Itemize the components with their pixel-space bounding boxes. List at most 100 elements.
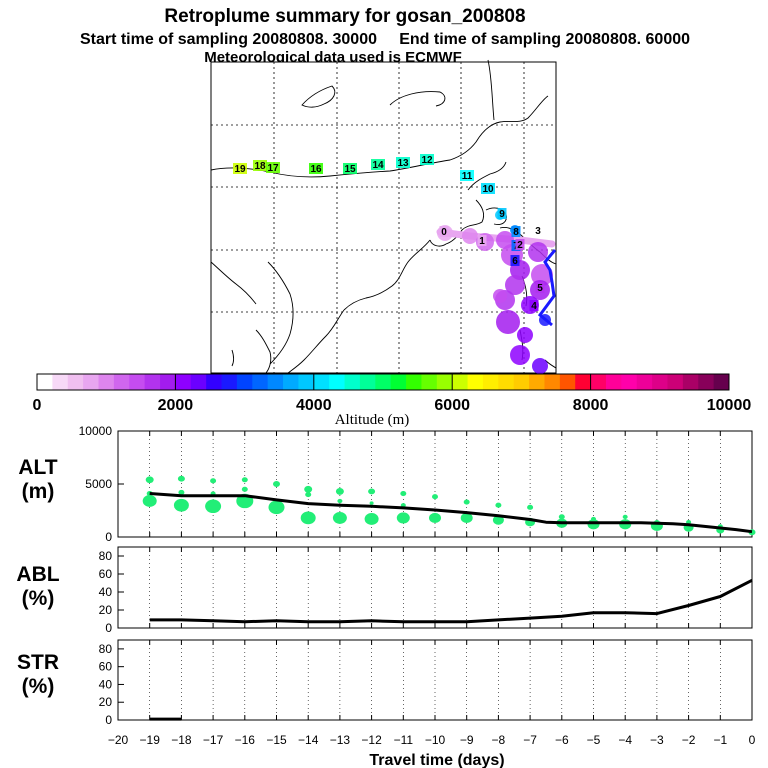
map-label-swatch xyxy=(535,282,545,293)
panel-ylabel: STR xyxy=(17,651,59,674)
y-tick-label: 60 xyxy=(99,660,113,674)
alt-dot xyxy=(241,486,248,492)
plume-puff xyxy=(531,264,553,286)
alt-median-line xyxy=(149,492,753,534)
colorbar-swatch xyxy=(283,374,299,390)
altitude-colorbar xyxy=(36,373,730,391)
y-tick-label: 40 xyxy=(99,677,113,691)
x-tick-label: −1 xyxy=(713,733,727,747)
panel-ylabel-unit: (%) xyxy=(22,675,55,698)
map-day-label: 9 xyxy=(499,209,505,220)
colorbar-swatch xyxy=(144,374,161,390)
map-label-swatch xyxy=(511,226,521,237)
y-tick-label: 0 xyxy=(105,621,112,635)
y-tick-label: 20 xyxy=(99,695,113,709)
x-tick-label: −19 xyxy=(140,733,161,747)
plume-puff xyxy=(505,275,525,295)
map-day-label: 3 xyxy=(535,226,541,237)
colorbar-swatch xyxy=(160,374,176,390)
colorbar-tick-label: 0 xyxy=(33,397,42,414)
alt-dot xyxy=(400,503,406,508)
colorbar-tick-labels: 0 2000 4000 6000 8000 10000 xyxy=(33,374,752,414)
map-day-label: 16 xyxy=(310,164,322,175)
alt-dot xyxy=(396,512,410,524)
colorbar-swatch xyxy=(575,374,591,390)
colorbar-swatch xyxy=(498,374,515,390)
colorbar-swatch xyxy=(682,374,699,390)
trajectory-map: 191817161514131211109876543210 xyxy=(210,59,557,374)
alt-dot xyxy=(337,498,343,504)
colorbar-tick-label: 10000 xyxy=(707,397,752,414)
x-tick-label: −2 xyxy=(682,733,696,747)
map-label-swatch xyxy=(481,183,495,194)
map-day-label: 2 xyxy=(517,240,523,251)
alt-dot xyxy=(305,492,312,498)
x-tick-label: −17 xyxy=(203,733,224,747)
alt-dot xyxy=(178,489,185,496)
plume-puff xyxy=(462,228,478,244)
colorbar-swatch xyxy=(129,374,146,390)
plume-trail xyxy=(436,228,556,248)
trajectory-day-labels: 191817161514131211109876543210 xyxy=(233,154,545,312)
alt-dot xyxy=(205,499,222,514)
map-label-swatch xyxy=(396,157,410,168)
alt-dot xyxy=(460,512,473,524)
map-day-label: 18 xyxy=(254,161,266,172)
colorbar-swatch xyxy=(467,374,484,390)
y-tick-label: 80 xyxy=(99,549,113,563)
alt-dot xyxy=(210,478,217,484)
colorbar-label: Altitude (m) xyxy=(335,412,410,428)
map-label-swatch xyxy=(477,235,487,246)
alt-panel: 0 5000 10000 ALT(m) xyxy=(18,424,756,544)
plume-puff xyxy=(517,327,533,343)
x-tick-label: −7 xyxy=(523,733,537,747)
x-tick-label: −10 xyxy=(425,733,446,747)
alt-dot xyxy=(332,511,347,524)
map-label-swatch xyxy=(266,162,280,173)
panel-ylabel-unit: (%) xyxy=(22,587,55,610)
y-tick-label: 40 xyxy=(99,585,113,599)
colorbar-swatch xyxy=(544,374,561,390)
alt-dot xyxy=(463,499,470,505)
colorbar-tick-label: 4000 xyxy=(296,397,332,414)
colorbar-swatch xyxy=(667,374,684,390)
colorbar-swatch xyxy=(621,374,638,390)
x-axis: −20 −19 −18 −17 −16 −15 −14 −13 −12 −11 −10 −9 −8 −7−… xyxy=(108,733,756,747)
y-tick-label: 10000 xyxy=(79,424,113,438)
map-day-label: 14 xyxy=(372,160,384,171)
colorbar-swatch xyxy=(652,374,668,390)
map-day-label: 12 xyxy=(421,155,433,166)
map-label-swatch xyxy=(533,225,543,236)
colorbar-swatch xyxy=(698,374,715,390)
map-day-label: 17 xyxy=(267,163,279,174)
colorbar-swatch xyxy=(529,374,545,390)
colorbar-swatch xyxy=(67,374,84,390)
y-tick-label: 0 xyxy=(105,713,112,727)
plume-puff xyxy=(510,345,530,365)
x-tick-label: −13 xyxy=(330,733,351,747)
map-day-label: 15 xyxy=(344,164,356,175)
x-tick-label: −15 xyxy=(266,733,287,747)
colorbar-swatch xyxy=(452,374,468,390)
colorbar-swatch xyxy=(236,374,253,390)
map-label-swatch xyxy=(460,170,474,181)
colorbar-swatch xyxy=(344,374,361,390)
x-tick-label: −14 xyxy=(298,733,319,747)
x-tick-label: −6 xyxy=(555,733,569,747)
plume-puff xyxy=(528,242,548,262)
colorbar-swatch xyxy=(98,374,115,390)
x-axis-label: Travel time (days) xyxy=(369,752,504,768)
colorbar-swatch xyxy=(329,374,345,390)
map-label-swatch xyxy=(497,208,507,219)
colorbar-swatch xyxy=(52,374,69,390)
map-day-label: 11 xyxy=(462,171,473,182)
colorbar-swatch xyxy=(190,374,207,390)
map-day-label: 13 xyxy=(397,158,409,169)
colorbar-swatch xyxy=(206,374,222,390)
colorbar-swatch xyxy=(252,374,269,390)
alt-dot xyxy=(273,481,280,487)
alt-dot xyxy=(527,504,534,510)
sampling-times: Start time of sampling 20080808. 30000 E… xyxy=(80,31,690,48)
y-tick-label: 60 xyxy=(99,567,113,581)
